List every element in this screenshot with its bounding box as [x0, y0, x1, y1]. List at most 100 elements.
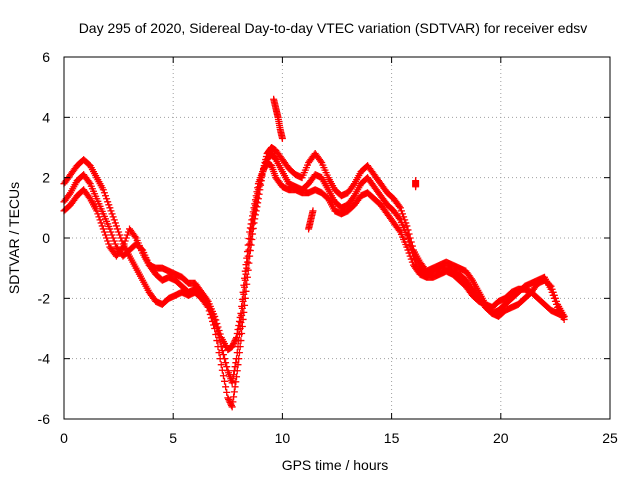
data-point [239, 288, 247, 296]
data-point [406, 252, 414, 260]
data-point [214, 323, 222, 331]
data-point [250, 204, 258, 212]
data-point [101, 192, 109, 200]
data-point [560, 312, 568, 320]
data-point [98, 222, 106, 230]
x-tick-label: 20 [493, 430, 509, 446]
data-point [104, 237, 112, 245]
data-point [396, 204, 404, 212]
data-point [403, 222, 411, 230]
data-point [218, 347, 226, 355]
data-point [219, 351, 227, 359]
data-point [108, 210, 116, 218]
data-point [111, 219, 119, 227]
y-tick-label: 6 [42, 49, 50, 65]
data-point [101, 231, 109, 239]
data-point [547, 285, 555, 293]
data-point [399, 210, 407, 218]
data-point [223, 388, 231, 396]
data-point [228, 379, 236, 387]
data-point [211, 312, 219, 320]
data-point [120, 240, 128, 248]
data-point [235, 317, 243, 325]
data-point [309, 207, 317, 215]
data-point [245, 246, 253, 254]
data-point [213, 319, 221, 327]
data-point [85, 178, 93, 186]
data-point [230, 338, 238, 346]
data-point [119, 243, 127, 251]
data-point [229, 375, 237, 383]
data-point [549, 291, 557, 299]
data-point [251, 200, 259, 208]
data-point [224, 394, 232, 402]
x-tick-label: 0 [60, 430, 68, 446]
data-point [230, 393, 238, 401]
data-point [243, 248, 251, 256]
data-point [395, 202, 403, 210]
data-point [107, 228, 115, 236]
data-point [235, 321, 243, 329]
data-point [259, 168, 267, 176]
data-point [238, 295, 246, 303]
x-tick-label: 25 [602, 430, 618, 446]
data-point [212, 316, 220, 324]
data-point [243, 254, 251, 262]
data-point [241, 274, 249, 282]
data-point [105, 201, 113, 209]
data-point [349, 181, 357, 189]
y-tick-label: -2 [38, 290, 51, 306]
chart-title: Day 295 of 2020, Sidereal Day-to-day VTE… [79, 20, 588, 36]
data-point [548, 288, 556, 296]
data-point [233, 334, 241, 342]
data-point [131, 232, 139, 240]
data-point [230, 367, 238, 375]
data-point [122, 234, 130, 242]
data-point [123, 231, 131, 239]
data-point [403, 243, 411, 251]
data-point [231, 363, 239, 371]
data-point [259, 166, 267, 174]
data-point [395, 214, 403, 222]
data-point [215, 327, 223, 335]
data-point [110, 237, 118, 245]
y-tick-label: -4 [38, 351, 51, 367]
data-point [230, 340, 238, 348]
grid [64, 57, 610, 419]
data-point [225, 397, 233, 405]
data-point [407, 255, 415, 263]
y-tick-label: 4 [42, 109, 50, 125]
data-point [231, 337, 239, 345]
data-point [242, 270, 250, 278]
data-point [405, 249, 413, 257]
data-point [116, 231, 124, 239]
data-points [60, 95, 568, 411]
data-point [219, 372, 227, 380]
data-point [104, 198, 112, 206]
data-point [238, 302, 246, 310]
data-point [251, 196, 259, 204]
data-point [408, 258, 416, 266]
data-point [245, 235, 253, 243]
data-point [97, 219, 105, 227]
data-point [249, 208, 257, 216]
data-point [248, 216, 256, 224]
data-point [406, 242, 414, 250]
data-point [397, 207, 405, 215]
series-track-c [60, 159, 568, 354]
data-point [232, 359, 240, 367]
y-tick-label: -6 [38, 411, 51, 427]
data-point [99, 225, 107, 233]
data-point [246, 228, 254, 236]
series-spikes [270, 95, 420, 233]
data-point [231, 383, 239, 391]
data-point [233, 355, 241, 363]
data-point [225, 395, 233, 403]
data-point [222, 359, 230, 367]
y-tick-label: 2 [42, 170, 50, 186]
data-point [246, 224, 254, 232]
data-point [223, 363, 231, 371]
data-point [111, 240, 119, 248]
data-point [121, 237, 129, 245]
x-tick-label: 5 [169, 430, 177, 446]
